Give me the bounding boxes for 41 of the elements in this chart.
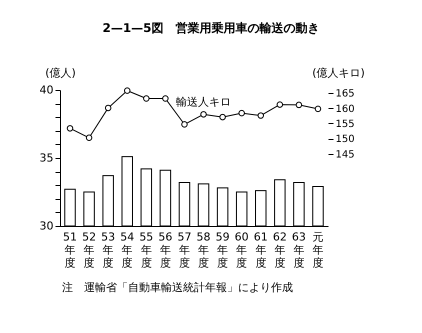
point xyxy=(162,95,169,102)
x-tick-label: 58年度 xyxy=(196,230,211,270)
x-tick-label: 56年度 xyxy=(158,230,172,270)
point xyxy=(276,101,284,108)
point xyxy=(66,125,74,132)
x-tick-label: 62年度 xyxy=(272,230,287,270)
x-tick-label: 元年度 xyxy=(312,230,324,270)
y-tick-label: 40 xyxy=(40,84,54,96)
point xyxy=(219,114,226,120)
text: 注 運輸省「自動車輸送統計年報」により作成 xyxy=(62,280,293,295)
point xyxy=(314,106,322,112)
y2-tick-label: 145 xyxy=(336,149,355,160)
point xyxy=(296,102,302,108)
x-tick-label: 53年度 xyxy=(101,230,116,270)
y2-tick-label: 160 xyxy=(336,104,355,115)
point xyxy=(124,87,130,94)
y-axis-title: (億人) xyxy=(45,66,76,80)
x-tick-label: 59年度 xyxy=(216,230,230,270)
point xyxy=(104,104,112,112)
x-tick-label: 61年度 xyxy=(254,230,268,270)
series-label: 輸送人キロ xyxy=(176,95,232,108)
x-tick-label: 63年度 xyxy=(292,230,306,270)
point xyxy=(238,110,245,116)
y2-axis-title: (億人キロ) xyxy=(312,66,365,80)
x-tick-label: 55年度 xyxy=(139,230,154,270)
y2-tick-label: 155 xyxy=(336,118,355,130)
y2-tick-label: 150 xyxy=(336,134,355,146)
y-tick-label: 35 xyxy=(40,152,54,164)
y-tick-label: 30 xyxy=(40,220,54,232)
x-tick-label: 51年度 xyxy=(63,230,78,270)
x-tick-label: 60年度 xyxy=(234,230,249,270)
y2-tick-label: 165 xyxy=(336,88,355,100)
point xyxy=(200,111,207,118)
point xyxy=(181,121,188,128)
x-tick-label: 57年度 xyxy=(177,230,192,270)
point xyxy=(258,112,264,119)
x-tick-label: 54年度 xyxy=(120,230,134,270)
point xyxy=(143,95,150,102)
x-tick-label: 52年度 xyxy=(82,230,96,270)
point xyxy=(86,134,92,141)
chart-title: 2—1—5図 営業用乗用車の輸送の動き xyxy=(101,20,321,37)
